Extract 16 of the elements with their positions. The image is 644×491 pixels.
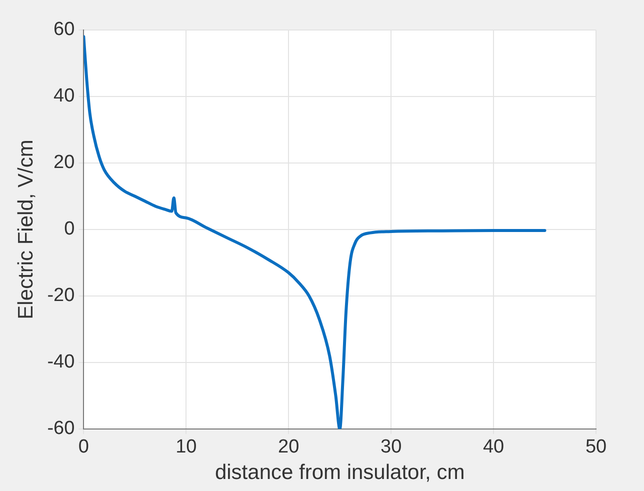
y-tick-label: 60 [54,19,75,40]
x-tick-label: 20 [278,436,300,458]
y-tick-label: 20 [54,152,75,174]
y-tick-label: -40 [47,352,75,373]
x-axis-title: distance from insulator, cm [214,461,465,484]
y-tick-label: 40 [54,86,75,107]
y-tick-label: -20 [47,285,75,306]
x-tick-label: 30 [380,436,402,458]
x-tick-label: 50 [585,436,607,458]
line-series [84,35,546,429]
y-tick-label: -60 [47,418,75,440]
y-axis-title: Electric Field, V/cm [14,140,38,320]
y-tick-label: 0 [64,218,75,240]
x-tick-label: 40 [482,436,504,458]
x-tick-label: 10 [176,436,197,458]
x-tick-label: 0 [78,436,89,458]
